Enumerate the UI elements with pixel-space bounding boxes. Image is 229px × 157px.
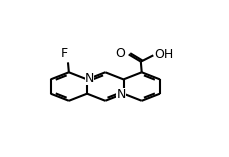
Text: O: O xyxy=(115,47,125,60)
Text: N: N xyxy=(116,88,125,101)
Text: OH: OH xyxy=(153,48,173,61)
Text: F: F xyxy=(60,47,67,60)
Text: N: N xyxy=(84,72,94,85)
